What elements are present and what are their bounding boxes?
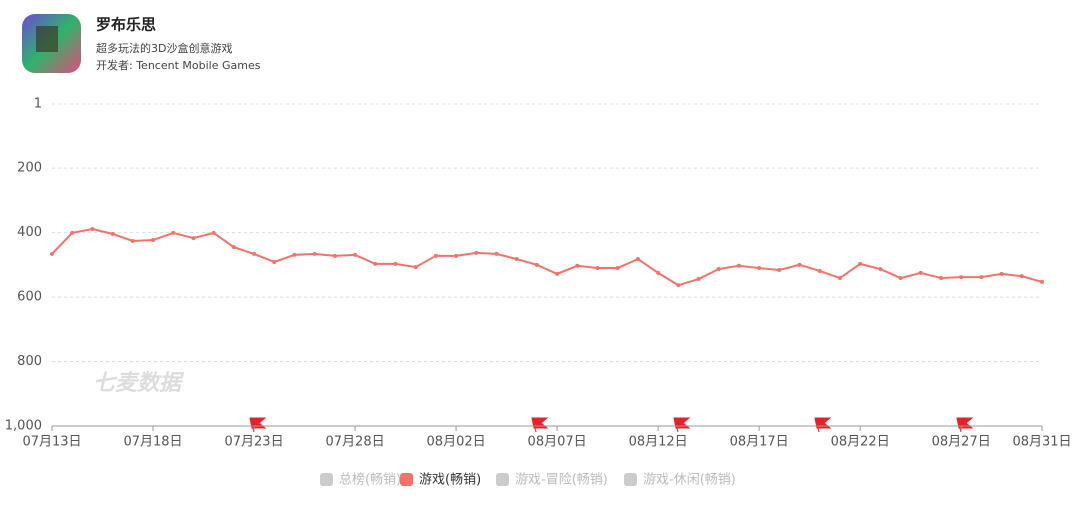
point	[211, 230, 216, 235]
app-icon-figure	[36, 26, 58, 52]
app-developer: 开发者: Tencent Mobile Games	[96, 58, 261, 72]
x-tick-label: 07月23日	[224, 435, 283, 450]
legend-swatch	[496, 473, 509, 486]
flag	[956, 417, 974, 433]
flag	[531, 417, 549, 433]
line	[51, 228, 1043, 287]
point	[555, 271, 560, 276]
point	[312, 251, 317, 256]
point	[413, 265, 418, 270]
point	[494, 251, 499, 256]
point	[534, 262, 539, 267]
point	[656, 270, 661, 275]
legend-label: 游戏-冒险(畅销)	[515, 473, 608, 488]
x-tick-label: 08月22日	[831, 435, 890, 450]
legend-label: 游戏-休闲(畅销)	[643, 473, 736, 488]
point	[272, 259, 277, 264]
point	[110, 231, 115, 236]
point	[635, 257, 640, 262]
y-tick-label: 600	[17, 290, 42, 305]
point	[837, 276, 842, 281]
point	[777, 267, 782, 272]
point	[332, 253, 337, 258]
point	[1019, 274, 1024, 279]
legend-swatch	[320, 473, 333, 486]
point	[353, 252, 358, 257]
point	[130, 238, 135, 243]
point	[70, 230, 75, 235]
point	[292, 252, 297, 257]
flag	[249, 417, 267, 433]
legend-swatch	[400, 473, 413, 486]
x-tick-label: 08月07日	[528, 435, 587, 450]
point	[898, 276, 903, 281]
x-tick-label: 07月28日	[326, 435, 385, 450]
point	[797, 262, 802, 267]
point	[1040, 279, 1044, 284]
point	[716, 267, 721, 272]
point	[151, 238, 156, 243]
point	[90, 227, 95, 232]
point	[252, 251, 257, 256]
point	[979, 275, 984, 280]
point	[999, 271, 1004, 276]
point	[676, 283, 681, 288]
point	[454, 253, 459, 258]
point	[595, 266, 600, 271]
point	[858, 261, 863, 266]
point	[696, 277, 701, 282]
point	[757, 266, 762, 271]
point	[433, 253, 438, 258]
y-tick-label: 1,000	[5, 419, 42, 434]
x-tick-label: 08月17日	[730, 435, 789, 450]
y-tick-label: 400	[17, 225, 42, 240]
app-subtitle: 超多玩法的3D沙盒创意游戏	[96, 41, 232, 55]
x-tick-label: 08月27日	[932, 435, 991, 450]
point	[959, 275, 964, 280]
point	[514, 257, 519, 262]
app-name: 罗布乐思	[96, 16, 156, 34]
legend-label: 总榜(畅销)	[339, 472, 401, 488]
point	[736, 263, 741, 268]
y-tick-label: 1	[34, 97, 42, 112]
flag	[814, 417, 832, 433]
y-tick-label: 800	[17, 354, 42, 369]
point	[373, 261, 378, 266]
point	[474, 250, 479, 255]
point	[817, 268, 822, 273]
point	[918, 270, 923, 275]
point	[393, 261, 398, 266]
x-tick-label: 08月02日	[427, 435, 486, 450]
x-tick-label: 07月18日	[123, 435, 182, 450]
point	[171, 230, 176, 235]
flag	[673, 417, 691, 433]
x-tick-label: 08月31日	[1012, 435, 1071, 450]
event-flags	[249, 417, 974, 433]
point	[575, 263, 580, 268]
x-tick-label: 08月12日	[629, 435, 688, 450]
x-tick-label: 07月13日	[22, 435, 81, 450]
point	[615, 266, 620, 271]
point	[191, 236, 196, 241]
point	[50, 251, 54, 256]
legend-label: 游戏(畅销)	[419, 473, 481, 488]
point	[878, 267, 883, 272]
y-tick-label: 200	[17, 161, 42, 176]
point	[938, 276, 943, 281]
point	[231, 245, 236, 250]
legend-swatch	[624, 473, 637, 486]
watermark: 七麦数据	[93, 371, 185, 396]
